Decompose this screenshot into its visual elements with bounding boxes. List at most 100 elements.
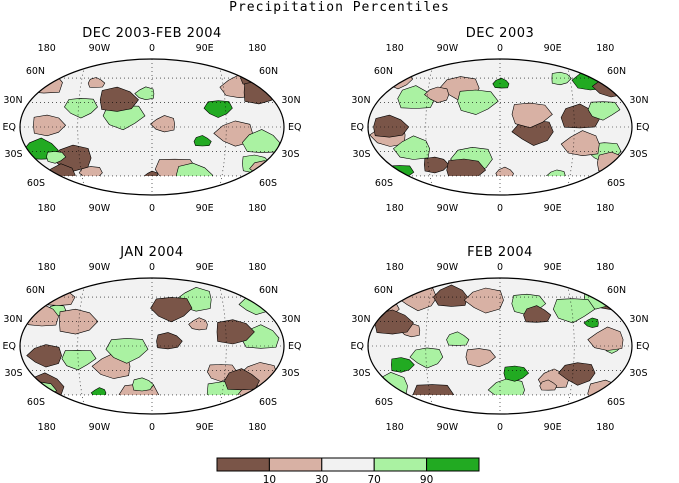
lat-label-left: 60N <box>26 66 45 77</box>
anomaly-region <box>446 331 470 346</box>
anomaly-region <box>397 85 436 109</box>
lat-label-right: EQ <box>288 341 301 352</box>
lon-label-top: 90E <box>544 43 562 54</box>
lon-label-top: 90E <box>196 262 214 273</box>
lat-label-right: 60N <box>607 66 626 77</box>
lon-label-bottom: 0 <box>497 422 503 433</box>
lon-label-top: 0 <box>497 43 503 54</box>
anomaly-region <box>583 317 599 328</box>
lat-label-left: EQ <box>3 341 16 352</box>
legend-swatch <box>321 457 375 472</box>
anomaly-region <box>373 114 410 138</box>
anomaly-region <box>150 115 176 133</box>
lon-label-top: 90E <box>196 43 214 54</box>
lat-label-right: 30S <box>629 149 647 160</box>
lat-label-left: 30N <box>351 314 370 325</box>
lat-label-left: 30N <box>3 314 22 325</box>
panel-title: FEB 2004 <box>467 245 533 260</box>
map-panel: DEC 2003-FEB 2004 180 180 90W 90W 0 0 90E 90E 180… <box>3 26 302 214</box>
map-panel: JAN 2004 180 180 90W 90W 0 0 90E 90E 180 180 60N 60N… <box>3 245 302 433</box>
anomaly-region <box>523 305 552 323</box>
legend-swatch <box>268 457 323 472</box>
lat-label-left: 60S <box>27 178 45 189</box>
legend-threshold-label: 10 <box>263 474 276 483</box>
graticule <box>368 278 632 414</box>
anomaly-region <box>392 135 431 160</box>
anomaly-region <box>463 287 504 314</box>
anomaly-region <box>150 297 193 323</box>
lat-label-right: 30S <box>281 149 299 160</box>
legend-threshold-label: 70 <box>368 474 381 483</box>
lon-label-bottom: 90E <box>544 422 562 433</box>
lat-label-left: 60N <box>374 285 393 296</box>
lon-label-top: 180 <box>386 262 404 273</box>
precip-anomaly-field <box>20 285 284 414</box>
lon-label-bottom: 0 <box>149 203 155 214</box>
lon-label-bottom: 90W <box>89 422 111 433</box>
lon-label-top: 180 <box>596 262 614 273</box>
graticule <box>20 278 284 414</box>
lon-label-bottom: 90E <box>196 203 214 214</box>
lon-label-top: 180 <box>386 43 404 54</box>
lon-label-top: 180 <box>38 262 56 273</box>
legend-swatch <box>373 457 428 472</box>
lat-label-left: 60S <box>27 397 45 408</box>
lon-label-top: 90W <box>89 262 111 273</box>
anomaly-region <box>409 347 444 369</box>
lon-label-top: 180 <box>248 43 266 54</box>
lat-label-right: EQ <box>636 122 649 133</box>
anomaly-region <box>391 357 415 373</box>
anomaly-region <box>134 86 155 101</box>
lat-label-right: 60S <box>607 397 625 408</box>
lat-label-right: 30N <box>629 95 648 106</box>
lat-label-left: 60S <box>375 397 393 408</box>
legend-threshold-label: 30 <box>315 474 328 483</box>
lat-label-left: 60N <box>26 285 45 296</box>
lon-label-top: 0 <box>149 262 155 273</box>
lon-label-top: 180 <box>38 43 56 54</box>
lon-label-bottom: 180 <box>38 203 56 214</box>
lon-label-bottom: 0 <box>149 422 155 433</box>
map-border <box>19 277 285 415</box>
anomaly-region <box>492 77 510 89</box>
anomaly-region <box>87 77 106 88</box>
anomaly-region <box>61 349 97 371</box>
lon-label-bottom: 180 <box>248 422 266 433</box>
lat-label-right: EQ <box>636 341 649 352</box>
legend: 10 30 70 90 <box>216 457 480 483</box>
anomaly-region <box>511 102 553 129</box>
lon-label-bottom: 90W <box>89 203 111 214</box>
lat-label-left: 60S <box>375 178 393 189</box>
anomaly-region <box>99 86 139 112</box>
lat-label-right: 60N <box>259 66 278 77</box>
lon-label-bottom: 180 <box>596 203 614 214</box>
lon-label-bottom: 0 <box>497 203 503 214</box>
lon-label-bottom: 90W <box>437 422 459 433</box>
anomaly-region <box>193 135 212 147</box>
anomaly-region <box>433 284 468 307</box>
lat-label-right: EQ <box>288 122 301 133</box>
lon-label-top: 180 <box>596 43 614 54</box>
lat-label-left: 30S <box>352 368 370 379</box>
anomaly-region <box>465 348 496 368</box>
lon-label-top: 90E <box>544 262 562 273</box>
anomaly-region <box>188 317 208 331</box>
anomaly-region <box>587 101 621 121</box>
lat-label-right: 30N <box>281 95 300 106</box>
graticule <box>20 59 284 195</box>
precip-anomaly-field <box>368 283 632 414</box>
map-border <box>367 277 633 415</box>
panel-title: DEC 2003 <box>466 26 535 41</box>
anomaly-region <box>539 379 558 391</box>
panel-title: JAN 2004 <box>119 245 183 260</box>
anomaly-region <box>457 89 499 115</box>
map-border <box>367 58 633 196</box>
lat-label-right: 60N <box>259 285 278 296</box>
lat-label-left: 30N <box>351 95 370 106</box>
anomaly-region <box>503 365 530 382</box>
lon-label-bottom: 90W <box>437 203 459 214</box>
lon-label-top: 90W <box>437 43 459 54</box>
anomaly-region <box>558 362 596 386</box>
